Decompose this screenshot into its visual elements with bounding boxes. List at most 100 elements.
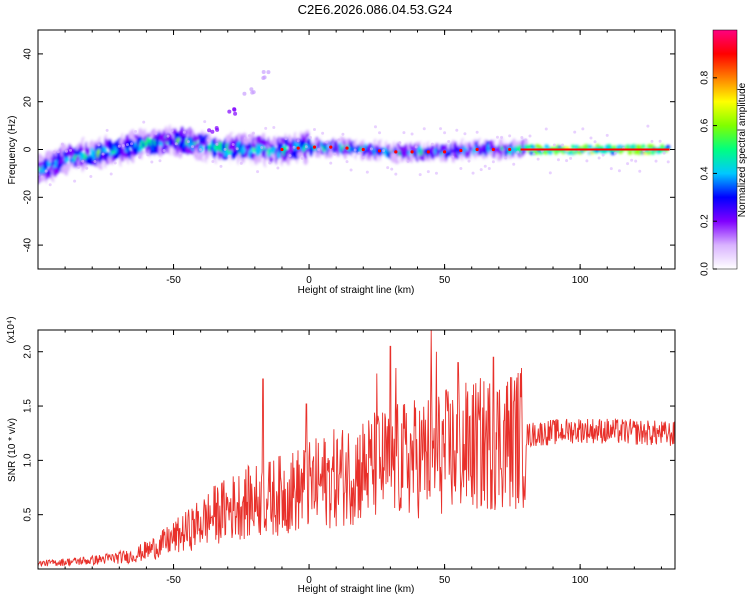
- spectrogram-halo: [239, 161, 243, 165]
- spectrogram-branch-cell: [262, 75, 267, 80]
- spectrogram-halo: [491, 160, 495, 164]
- spectrogram-halo: [191, 145, 195, 149]
- spectrogram-halo: [500, 135, 504, 139]
- spectrogram-halo: [471, 171, 475, 175]
- spectrogram-halo: [64, 149, 68, 153]
- spectrogram-panel: -50 0 50 100 -40 -20 0 20 40 Height of straight …: [7, 29, 676, 296]
- y-tick-label: 0.5: [23, 507, 34, 521]
- spectrogram-halo: [544, 127, 548, 131]
- spectrogram-halo: [646, 124, 650, 128]
- spectrogram-halo: [146, 153, 150, 157]
- spectrogram-halo: [48, 183, 52, 187]
- spectrogram-halo: [597, 156, 601, 160]
- spectrogram-cell: [107, 163, 113, 172]
- spectrogram-halo: [166, 134, 170, 138]
- colorbar-tick-label: 0.6: [700, 118, 711, 132]
- spectrogram-halo: [186, 140, 190, 144]
- spectrogram-cell: [523, 155, 529, 163]
- spectrogram-halo: [85, 166, 89, 170]
- spectrogram-halo: [235, 147, 239, 151]
- x-tick-label: 100: [572, 575, 589, 586]
- x-tick-label: 50: [439, 575, 451, 586]
- spectrogram-cell: [136, 157, 141, 165]
- spectrogram-halo: [264, 126, 268, 130]
- spectrogram-cell: [665, 144, 671, 149]
- spectrogram-cell: [587, 144, 593, 149]
- spectrogram-cell: [219, 131, 225, 140]
- spectrogram-halo: [89, 174, 93, 178]
- spectrogram-cell: [637, 144, 642, 149]
- spectrogram-halo: [178, 152, 182, 156]
- spectrogram-halo: [414, 145, 418, 149]
- colorbar-tick-label: 0.4: [700, 166, 711, 180]
- spectrogram-halo: [304, 145, 308, 149]
- x-tick-label: 0: [306, 575, 312, 586]
- spectrogram-halo: [329, 161, 333, 165]
- spectrogram-halo: [223, 147, 227, 151]
- spectrogram-branch-cell: [207, 128, 212, 133]
- spectrogram-cell: [183, 121, 189, 131]
- spectrogram-halo: [203, 120, 207, 124]
- spectrogram-halo: [626, 162, 630, 166]
- spectrogram-branch-cell: [233, 111, 238, 116]
- spectrogram-cell: [92, 133, 98, 141]
- spectrogram-halo: [455, 128, 459, 132]
- spectrogram-cell: [633, 150, 639, 155]
- spectrogram-cell: [253, 129, 259, 136]
- y-tick-label: 1.5: [23, 399, 34, 413]
- colorbar-tick-label: 0.0: [700, 262, 711, 276]
- spectrogram-halo: [333, 152, 337, 156]
- spectrogram-halo: [69, 148, 73, 152]
- spectrogram-cell: [261, 139, 267, 147]
- spectrogram-peak-cell: [475, 147, 479, 152]
- spectrogram-cell: [41, 181, 47, 189]
- spectrogram-halo: [321, 131, 325, 135]
- y-tick-label: 1.0: [23, 453, 34, 467]
- spectrogram-halo: [402, 131, 406, 135]
- spectrogram-halo: [296, 139, 300, 143]
- spectrogram-halo: [150, 160, 154, 164]
- spectrogram-halo: [654, 159, 658, 163]
- y-tick-label: 2.0: [23, 344, 34, 358]
- spectrogram-halo: [170, 128, 174, 132]
- spectrogram-cell: [102, 145, 107, 154]
- colorbar-scale: [712, 29, 738, 270]
- spectrogram-halo: [398, 141, 402, 145]
- spectrogram-halo: [561, 143, 565, 147]
- colorbar-ticks: 0.0 0.2 0.4 0.6 0.8: [700, 70, 717, 276]
- spectrogram-halo: [52, 150, 56, 154]
- spectrogram-cell: [303, 156, 308, 165]
- colorbar-tick-label: 0.2: [700, 214, 711, 228]
- spectrogram-halo: [516, 150, 520, 154]
- spectrogram-halo: [573, 130, 577, 134]
- spectrogram-halo: [317, 148, 321, 152]
- spectrogram-halo: [182, 130, 186, 134]
- spectrogram-halo: [312, 128, 316, 132]
- spectrogram-halo: [479, 168, 483, 172]
- spectrogram-halo: [532, 152, 536, 156]
- spectrogram-halo: [365, 170, 369, 174]
- spectrogram-cell: [231, 161, 236, 170]
- spectrogram-halo: [272, 126, 276, 130]
- spectrogram-cell: [346, 153, 352, 162]
- spectrogram-halo: [378, 131, 382, 135]
- snr-line-plot: [38, 330, 675, 567]
- spectrogram-cell: [71, 136, 77, 146]
- spectrogram-halo: [666, 160, 670, 164]
- spectrogram-cell: [223, 161, 229, 170]
- spectrogram-halo: [439, 127, 443, 131]
- spectrogram-cell: [138, 127, 143, 136]
- spectrogram-halo: [138, 155, 142, 159]
- spectrogram-cell: [250, 160, 255, 170]
- spectrogram-halo: [247, 134, 251, 138]
- spectrogram-halo: [243, 136, 247, 140]
- spectrogram-axes: -50 0 50 100 -40 -20 0 20 40: [23, 30, 675, 286]
- spectrogram-halo: [451, 155, 455, 159]
- spectrogram-halo: [512, 162, 516, 166]
- x-tick-label: 50: [439, 275, 451, 286]
- spectrogram-cell: [90, 166, 96, 174]
- spectrogram-cell: [172, 119, 178, 130]
- spectrogram-cell: [640, 144, 646, 149]
- snr-ylabel: SNR (10 * v/v): [7, 418, 18, 482]
